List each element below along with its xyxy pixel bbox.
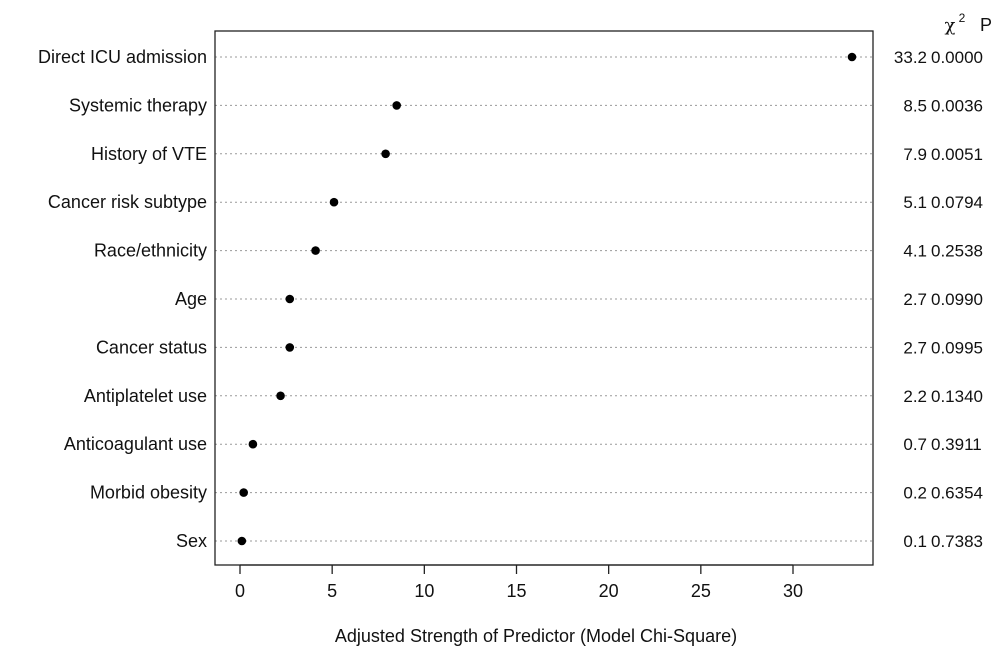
chi-square-value: 7.9 xyxy=(903,145,927,164)
data-point xyxy=(381,149,390,159)
chi-square-value: 33.2 xyxy=(894,48,927,67)
x-axis-label: Adjusted Strength of Predictor (Model Ch… xyxy=(335,626,737,646)
x-tick-label: 30 xyxy=(783,581,803,601)
data-point xyxy=(311,246,320,255)
predictor-label: Systemic therapy xyxy=(69,95,207,115)
x-tick-label: 25 xyxy=(691,581,711,601)
chi-square-superscript: 2 xyxy=(959,11,966,25)
data-point xyxy=(276,391,285,401)
p-value: 0.0000 xyxy=(931,48,983,67)
chi-square-value: 2.2 xyxy=(903,387,927,406)
predictor-label: Anticoagulant use xyxy=(64,434,207,454)
chi-square-value: 0.2 xyxy=(903,484,927,503)
x-tick-label: 20 xyxy=(599,581,619,601)
data-points xyxy=(237,52,857,546)
p-value: 0.0990 xyxy=(931,290,983,309)
p-value: 0.1340 xyxy=(931,387,983,406)
p-value: 0.0036 xyxy=(931,96,983,115)
x-tick-label: 5 xyxy=(327,581,337,601)
chi-square-value: 2.7 xyxy=(903,338,927,357)
p-value: 0.7383 xyxy=(931,532,983,551)
predictor-label: Age xyxy=(175,289,207,309)
data-point xyxy=(285,294,295,304)
data-point xyxy=(285,343,295,352)
p-value: 0.0995 xyxy=(931,338,983,357)
predictor-label: Sex xyxy=(176,531,207,551)
chi-square-header: χ xyxy=(945,15,956,36)
predictor-label: Cancer status xyxy=(96,337,207,357)
predictor-label: Cancer risk subtype xyxy=(48,192,207,212)
chi-square-value: 4.1 xyxy=(903,242,927,261)
data-point xyxy=(329,197,339,207)
p-value: 0.3911 xyxy=(931,435,982,454)
stat-header: χ 2 P xyxy=(945,11,992,36)
p-value: 0.0794 xyxy=(931,193,983,212)
plot-frame xyxy=(214,30,874,566)
x-tick-label: 0 xyxy=(235,581,245,601)
predictor-label: Antiplatelet use xyxy=(84,386,207,406)
predictor-labels: Direct ICU admission Systemic therapy Hist… xyxy=(38,47,207,551)
x-tick-label: 15 xyxy=(506,581,526,601)
data-point xyxy=(392,101,401,110)
chi-square-value: 8.5 xyxy=(903,96,927,115)
grid-lines xyxy=(215,56,873,542)
data-point xyxy=(239,488,248,497)
predictor-label: History of VTE xyxy=(91,144,207,164)
p-value: 0.0051 xyxy=(931,145,983,164)
x-axis: 0 5 10 15 20 25 30 xyxy=(235,564,803,601)
predictor-label: Morbid obesity xyxy=(90,483,207,503)
predictor-label: Race/ethnicity xyxy=(94,241,207,261)
chi-square-value: 0.7 xyxy=(903,435,927,454)
chi-square-value: 2.7 xyxy=(903,290,927,309)
chi-square-value: 5.1 xyxy=(903,193,927,212)
p-value-header: P xyxy=(980,15,992,35)
data-point xyxy=(248,439,258,449)
data-point xyxy=(847,52,857,62)
x-tick-label: 10 xyxy=(414,581,434,601)
stat-columns: 33.2 0.0000 8.5 0.0036 7.9 0.0051 5.1 0.0794 4.1… xyxy=(894,48,983,551)
p-value: 0.6354 xyxy=(931,484,983,503)
chi-square-value: 0.1 xyxy=(903,532,927,551)
predictor-label: Direct ICU admission xyxy=(38,47,207,67)
data-point xyxy=(237,536,247,546)
p-value: 0.2538 xyxy=(931,242,983,261)
